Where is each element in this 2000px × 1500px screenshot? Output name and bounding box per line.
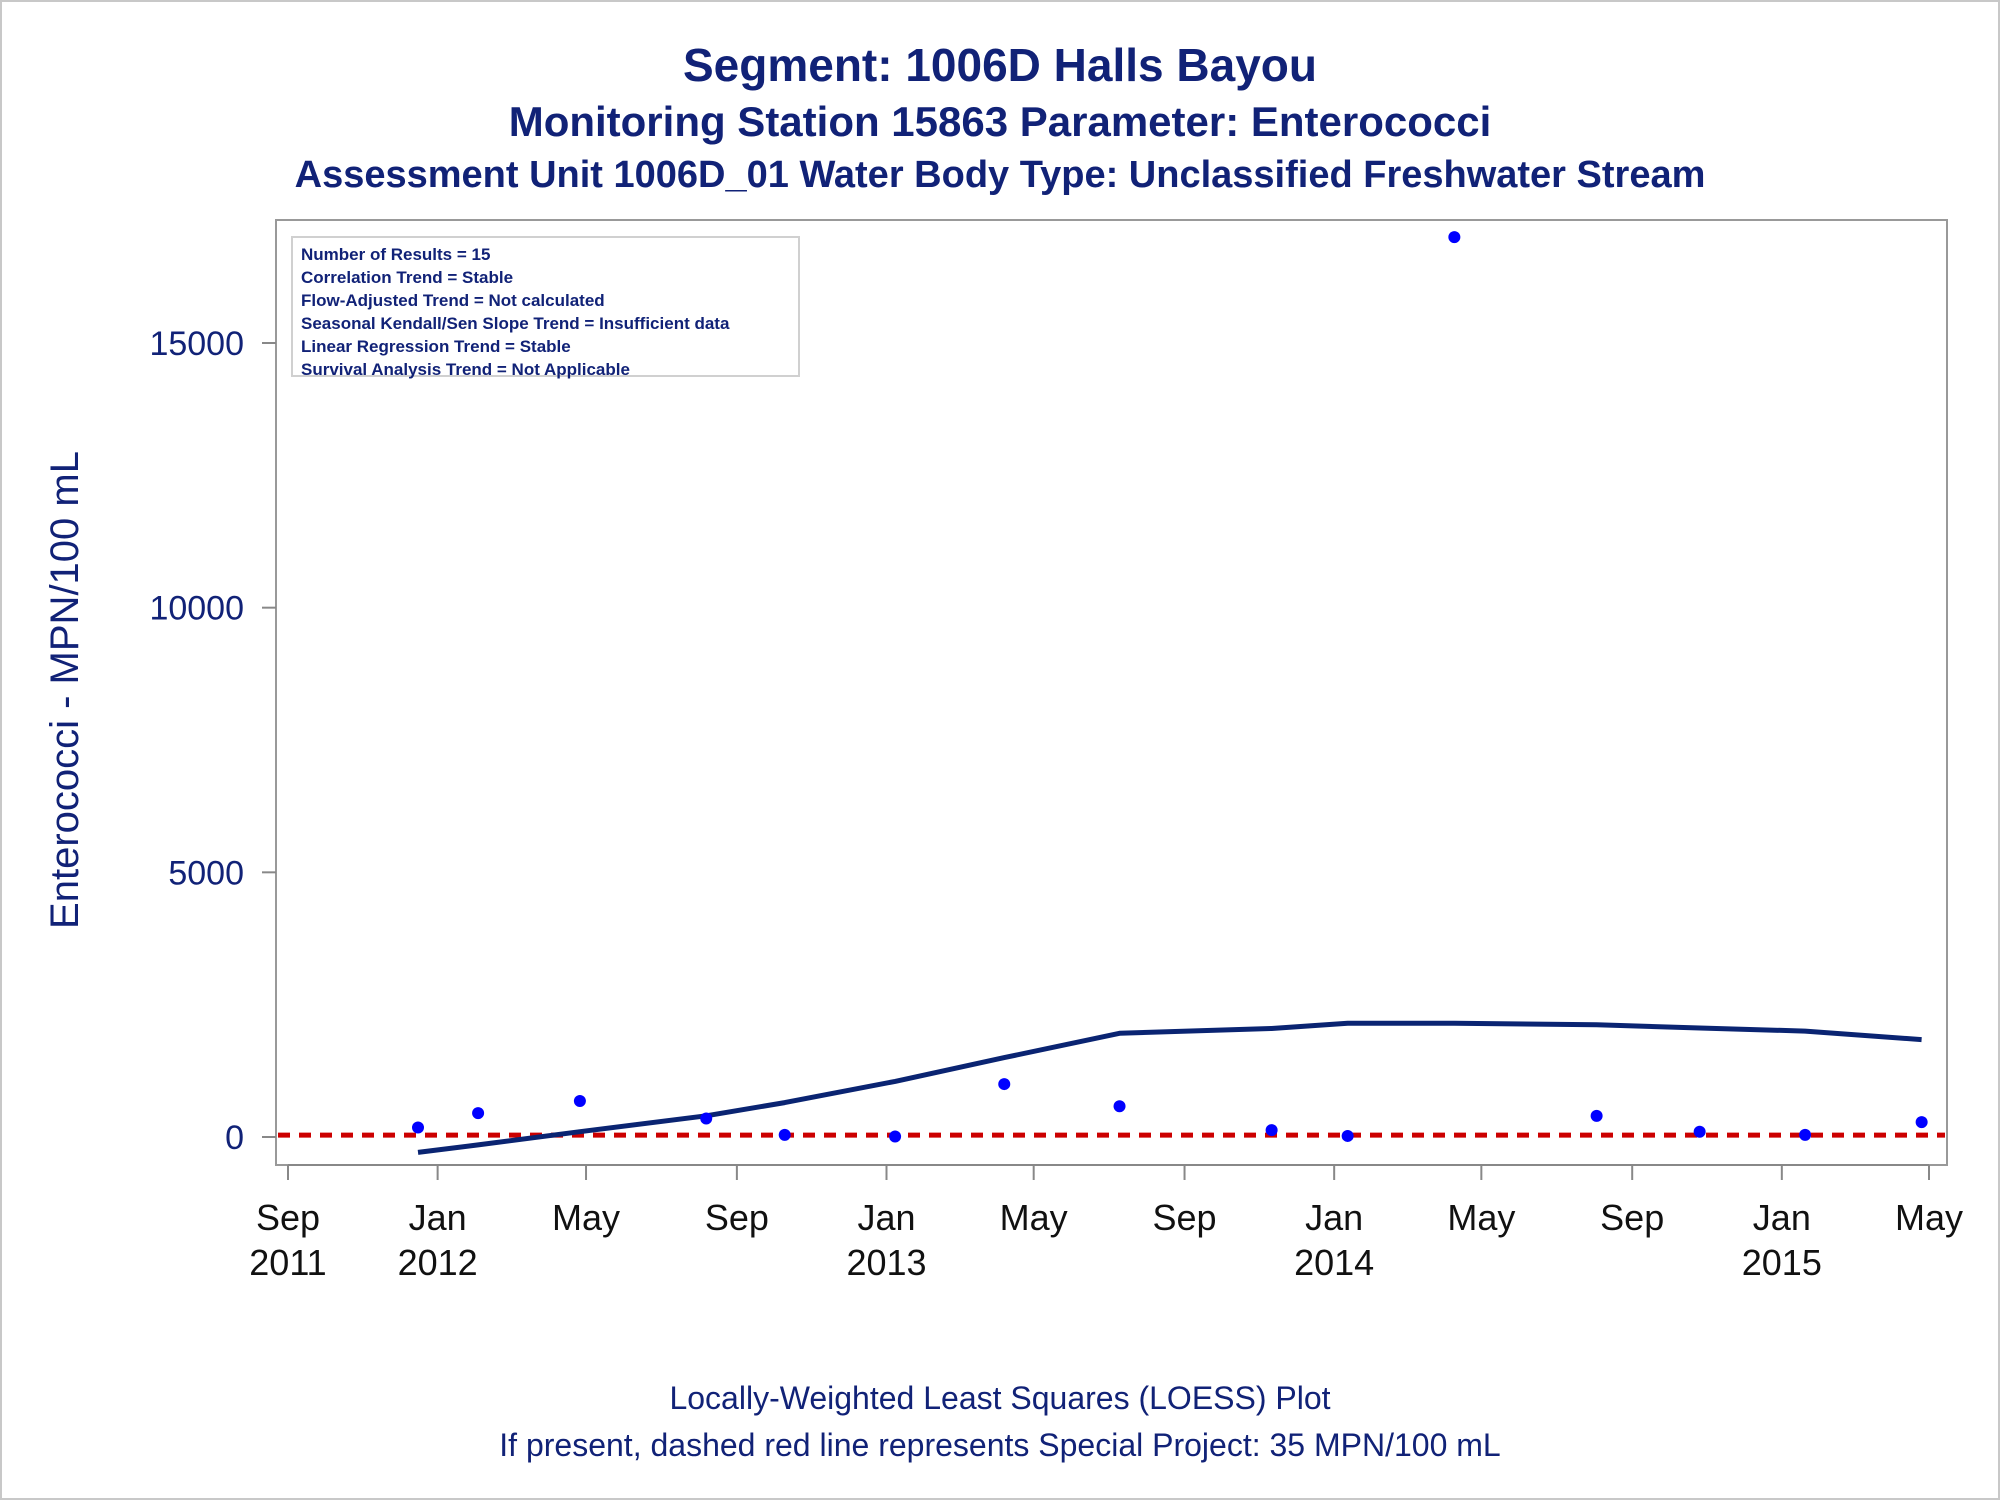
data-point xyxy=(778,1128,791,1141)
x-tick-label-year: 2012 xyxy=(398,1242,478,1283)
data-point xyxy=(412,1121,425,1134)
data-point xyxy=(998,1078,1011,1091)
data-point xyxy=(472,1107,485,1120)
x-tick-label-month: Jan xyxy=(857,1197,915,1238)
chart-subtitle-2: Assessment Unit 1006D_01 Water Body Type… xyxy=(294,154,1706,196)
x-tick-label-month: Sep xyxy=(256,1197,320,1238)
data-point xyxy=(573,1095,586,1108)
stat-line: Correlation Trend = Stable xyxy=(301,268,514,287)
data-point xyxy=(1799,1128,1812,1141)
data-point xyxy=(1113,1100,1126,1113)
x-tick-label-month: Jan xyxy=(1753,1197,1811,1238)
x-tick-label-year: 2011 xyxy=(249,1242,326,1283)
x-tick-label-month: Sep xyxy=(705,1197,769,1238)
x-tick-label-month: Sep xyxy=(1153,1197,1217,1238)
x-tick-label-month: May xyxy=(1000,1197,1068,1238)
x-tick-label-month: Sep xyxy=(1600,1197,1664,1238)
stat-line: Survival Analysis Trend = Not Applicable xyxy=(301,360,630,379)
data-point xyxy=(1341,1129,1354,1142)
y-axis-label: Enterococci - MPN/100 mL xyxy=(43,451,87,929)
y-tick-label: 10000 xyxy=(149,590,244,628)
y-tick-label: 0 xyxy=(225,1119,244,1157)
x-tick-label-month: May xyxy=(1895,1197,1963,1238)
data-point xyxy=(1590,1109,1603,1122)
footnote-2: If present, dashed red line represents S… xyxy=(499,1427,1501,1463)
footnote-1: Locally-Weighted Least Squares (LOESS) P… xyxy=(669,1380,1331,1416)
x-tick-label-month: Jan xyxy=(1305,1197,1363,1238)
data-point xyxy=(1265,1124,1278,1137)
y-axis: 0 5000 10000 15000 xyxy=(149,325,276,1157)
x-tick-label-month: May xyxy=(552,1197,620,1238)
x-tick-label-month: May xyxy=(1447,1197,1515,1238)
stat-line: Flow-Adjusted Trend = Not calculated xyxy=(301,291,605,310)
loess-line xyxy=(417,1020,1922,1155)
stat-line: Linear Regression Trend = Stable xyxy=(301,337,571,356)
data-point xyxy=(1448,231,1461,244)
data-point xyxy=(889,1130,902,1143)
y-tick-label: 15000 xyxy=(149,325,244,363)
stat-line: Number of Results = 15 xyxy=(301,245,491,264)
data-points xyxy=(412,231,1928,1143)
x-tick-label-month: Jan xyxy=(409,1197,467,1238)
stat-line: Seasonal Kendall/Sen Slope Trend = Insuf… xyxy=(301,314,730,333)
x-tick-label-year: 2014 xyxy=(1294,1242,1374,1283)
data-point xyxy=(1693,1125,1706,1138)
x-tick-label-year: 2013 xyxy=(846,1242,926,1283)
y-tick-label: 5000 xyxy=(168,854,244,892)
chart-title: Segment: 1006D Halls Bayou xyxy=(682,39,1317,91)
trend-statistics-box: Number of Results = 15 Correlation Trend… xyxy=(291,236,800,379)
x-tick-label-year: 2015 xyxy=(1742,1242,1822,1283)
loess-curve-group xyxy=(417,1020,1922,1155)
chart-subtitle: Monitoring Station 15863 Parameter: Ente… xyxy=(508,98,1492,145)
data-point xyxy=(700,1112,713,1125)
data-point xyxy=(1915,1116,1928,1129)
